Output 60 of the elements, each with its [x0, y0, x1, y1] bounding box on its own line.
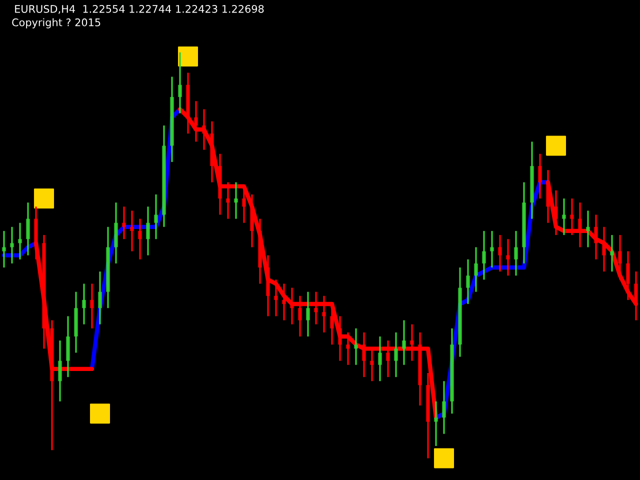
candlestick [402, 319, 406, 366]
point [34, 188, 54, 209]
candlestick [514, 230, 518, 276]
candlestick [394, 332, 398, 378]
candlestick [370, 348, 374, 382]
point [434, 448, 454, 468]
candlestick [498, 234, 502, 272]
candlestick [322, 295, 326, 334]
candlestick [2, 230, 6, 268]
candlestick [386, 340, 390, 378]
candlestick [538, 153, 542, 200]
candlestick [90, 282, 94, 330]
candlestick [474, 246, 478, 293]
candlestick [362, 332, 366, 378]
candlestick [378, 336, 382, 382]
candlestick [506, 238, 510, 276]
candlestick [234, 181, 238, 220]
candlestick [442, 380, 446, 435]
point [178, 46, 198, 66]
candlestick [178, 52, 182, 114]
candlestick [594, 214, 598, 260]
candlestick [626, 250, 630, 301]
candlestick [82, 282, 86, 326]
point [546, 136, 566, 156]
candlestick [570, 198, 574, 236]
candlestick [618, 234, 622, 280]
candlestick [274, 278, 278, 318]
candlestick [434, 400, 438, 447]
candlestick [58, 340, 62, 402]
candlestick [610, 234, 614, 272]
candlestick [290, 286, 294, 326]
candlestick [138, 218, 142, 260]
candlestick [354, 328, 358, 366]
candlestick [314, 291, 318, 326]
candlestick [282, 282, 286, 322]
candlestick [578, 202, 582, 248]
candlestick [602, 226, 606, 272]
candlestick [490, 230, 494, 268]
candlestick [98, 270, 102, 326]
candlestick [26, 202, 30, 256]
candlestick [554, 190, 558, 236]
candlestick [346, 332, 350, 366]
point [90, 404, 110, 424]
candlestick [562, 198, 566, 236]
text: Copyright ? 2015 [12, 18, 100, 28]
candlestick [482, 230, 486, 280]
candlestick [146, 206, 150, 256]
candlestick [298, 295, 302, 338]
candlestick [466, 258, 470, 305]
candlestick [130, 210, 134, 252]
chart-title: EURUSD,H4 1.22554 1.22744 1.22423 1.22698 [15, 4, 264, 14]
candlestick [410, 323, 414, 362]
candlestick [122, 206, 126, 240]
candlestick [338, 315, 342, 362]
candlestick [306, 291, 310, 338]
candlestick [18, 222, 22, 260]
candlestick [10, 226, 14, 264]
candlestick [154, 194, 158, 240]
candlestick [586, 210, 590, 248]
candlestick [226, 181, 230, 220]
